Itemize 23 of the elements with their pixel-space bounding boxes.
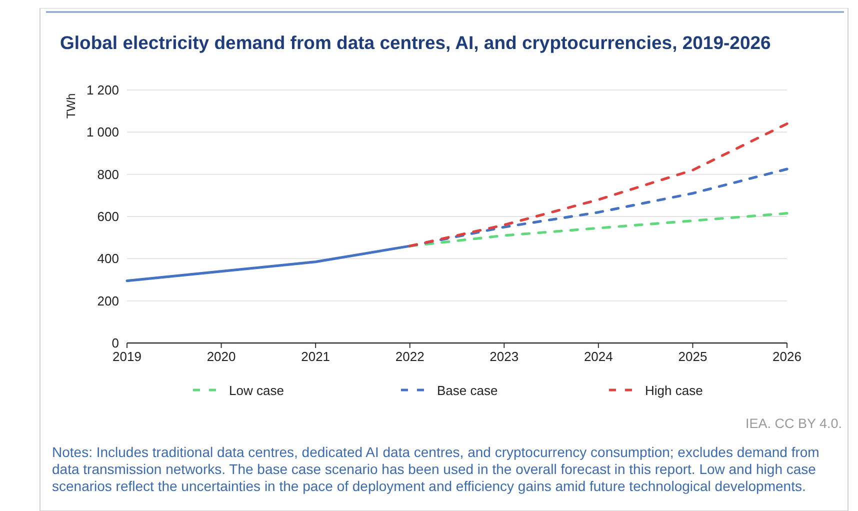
y-tick-label: 400 (97, 251, 119, 266)
line-series (408, 122, 788, 248)
legend-label: High case (645, 383, 703, 398)
x-tick-label: 2026 (772, 349, 802, 364)
text: IEA. CC BY 4.0. (745, 416, 842, 431)
x-tick-label: 2021 (301, 349, 330, 364)
y-axis-title: TWh (64, 93, 78, 119)
y-tick-label: 800 (97, 166, 119, 182)
chart-title: Global electricity demand from data centres, AI, and cryptocurrencies, 2019-2026 (60, 32, 771, 53)
y-tick-label: 0 (112, 336, 119, 350)
x-tick-label: 2023 (490, 349, 519, 364)
text: Notes: Includes traditional data centres, dedicated AI data centres, and cryptocurrency consumption; excludes demand from data transmission networks. The base case scenario has been used in the overall forecast in this report. Low and high case scenarios reflect the uncertainties in the pace of deployment and efficiency gains amid future technological developments. (52, 444, 820, 494)
y-tick-label: 600 (97, 209, 119, 224)
x-tick-label: 2019 (112, 349, 142, 364)
x-tick-label: 2024 (584, 349, 613, 364)
x-tick-label: 2025 (678, 349, 708, 364)
y-tick-label: 1 200 (86, 82, 119, 98)
legend-label: Low case (229, 383, 284, 398)
x-tick-label: 2020 (206, 349, 236, 364)
legend-label: Base case (437, 383, 498, 398)
x-tick-label: 2022 (395, 349, 424, 364)
y-tick-label: 1 000 (86, 124, 119, 140)
y-tick-label: 200 (97, 293, 119, 308)
